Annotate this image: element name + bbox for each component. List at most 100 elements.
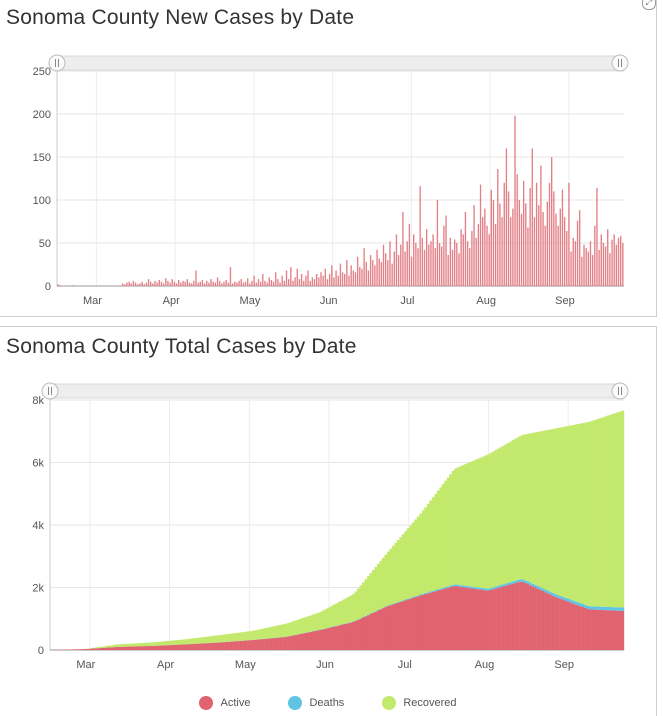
new-cases-bar: [601, 234, 602, 286]
new-cases-bar: [210, 279, 211, 286]
total-cases-bar-active: [287, 637, 290, 650]
total-cases-bar-active: [609, 610, 612, 650]
total-cases-bar-active: [387, 606, 390, 650]
new-cases-bar: [463, 234, 464, 286]
range-slider-left-handle[interactable]: [49, 55, 65, 71]
total-cases-bar-active: [517, 582, 520, 650]
new-cases-bar: [523, 181, 524, 286]
total-cases-bar-active: [80, 649, 83, 650]
total-cases-bar-recovered: [479, 458, 482, 588]
new-cases-bar: [413, 234, 414, 286]
total-cases-bar-active: [170, 645, 173, 650]
range-slider-right-handle[interactable]: [612, 55, 628, 71]
total-cases-bar-recovered: [105, 646, 108, 648]
new-cases-bar: [583, 245, 584, 286]
total-cases-bar-active: [112, 647, 115, 650]
new-cases-bar: [247, 278, 248, 286]
total-cases-bar-active: [70, 649, 73, 650]
total-cases-bar-active: [210, 643, 213, 650]
total-cases-bar-recovered: [262, 629, 265, 639]
total-cases-bar-deaths: [472, 587, 475, 589]
legend-item-recovered[interactable]: Recovered: [382, 695, 456, 711]
total-cases-bar-recovered: [574, 425, 577, 602]
total-cases-bar-deaths: [409, 598, 412, 599]
new-cases-bar: [348, 276, 349, 286]
new-cases-bar: [314, 279, 315, 286]
total-cases-bar-deaths: [437, 589, 440, 590]
total-cases-bar-recovered: [417, 517, 420, 596]
total-cases-bar-active: [382, 608, 385, 650]
total-cases-bar-deaths: [577, 602, 580, 605]
total-cases-bar-active: [285, 637, 288, 650]
new-cases-bar: [282, 276, 283, 286]
new-cases-bar: [391, 264, 392, 286]
total-cases-bar-active: [217, 643, 220, 650]
new-cases-bar: [316, 274, 317, 286]
total-cases-bar-active: [182, 644, 185, 650]
total-cases-bar-recovered: [587, 422, 590, 606]
total-cases-bar-deaths: [429, 592, 432, 593]
total-cases-bar-deaths: [507, 583, 510, 585]
total-cases-bar-recovered: [339, 601, 342, 625]
new-cases-bar: [253, 276, 254, 286]
new-cases-bar: [555, 214, 556, 286]
total-cases-bar-recovered: [489, 453, 492, 588]
total-cases-bar-recovered: [155, 642, 158, 646]
new-cases-bar: [325, 269, 326, 286]
total-cases-bar-recovered: [280, 625, 283, 637]
total-cases-bar-active: [442, 589, 445, 650]
total-cases-bar-recovered: [367, 576, 370, 614]
new-cases-bar: [622, 243, 623, 286]
total-cases-bar-active: [295, 635, 298, 650]
total-cases-bar-active: [394, 604, 397, 650]
new-cases-bar: [532, 148, 533, 286]
total-cases-bar-recovered: [237, 633, 240, 641]
total-cases-bar-active: [482, 590, 485, 650]
new-cases-bar: [432, 234, 433, 286]
total-cases-bar-recovered: [372, 570, 375, 612]
total-cases-bar-recovered: [292, 621, 295, 635]
new-cases-bar: [400, 245, 401, 286]
total-cases-bar-active: [187, 644, 190, 650]
total-cases-bar-deaths: [407, 599, 410, 600]
total-cases-bar-active: [255, 640, 258, 650]
x-tick-label: Apr: [163, 295, 180, 307]
total-cases-bar-recovered: [220, 635, 223, 642]
new-cases-bar: [187, 279, 188, 286]
y-tick-label: 200: [33, 109, 51, 121]
total-cases-bar-active: [90, 649, 93, 650]
total-cases-bar-recovered: [467, 463, 470, 586]
total-cases-bar-recovered: [122, 644, 125, 647]
new-cases-bar: [146, 283, 147, 286]
total-cases-bar-recovered: [182, 639, 185, 644]
new-cases-bar: [592, 255, 593, 286]
new-cases-bar: [178, 280, 179, 286]
new-cases-bar: [536, 183, 537, 286]
total-cases-bar-deaths: [449, 586, 452, 587]
total-cases-bar-active: [379, 609, 382, 650]
legend-item-active[interactable]: Active: [199, 695, 250, 711]
new-cases-bar: [566, 231, 567, 286]
total-cases-bar-active: [554, 597, 557, 650]
new-cases-bar: [238, 281, 239, 286]
range-slider-left-handle[interactable]: [42, 383, 58, 399]
new-cases-bar: [355, 272, 356, 286]
range-slider-right-handle[interactable]: [612, 383, 628, 399]
total-cases-bar-deaths: [464, 586, 467, 588]
total-cases-bar-active: [364, 616, 367, 650]
new-cases-bar: [223, 282, 224, 286]
total-cases-bar-recovered: [584, 423, 587, 605]
new-cases-bar: [437, 200, 438, 286]
total-cases-bar-active: [185, 644, 188, 650]
legend-item-deaths[interactable]: Deaths: [288, 695, 344, 711]
total-cases-bar-recovered: [384, 555, 387, 607]
total-cases-bar-recovered: [272, 626, 275, 638]
new-cases-bar: [495, 224, 496, 286]
total-cases-bar-active: [432, 592, 435, 650]
total-cases-bar-deaths: [404, 600, 407, 601]
total-cases-bar-active: [155, 646, 158, 650]
total-cases-bar-active: [232, 641, 235, 650]
total-cases-bar-recovered: [180, 640, 183, 645]
new-cases-bar: [445, 215, 446, 286]
